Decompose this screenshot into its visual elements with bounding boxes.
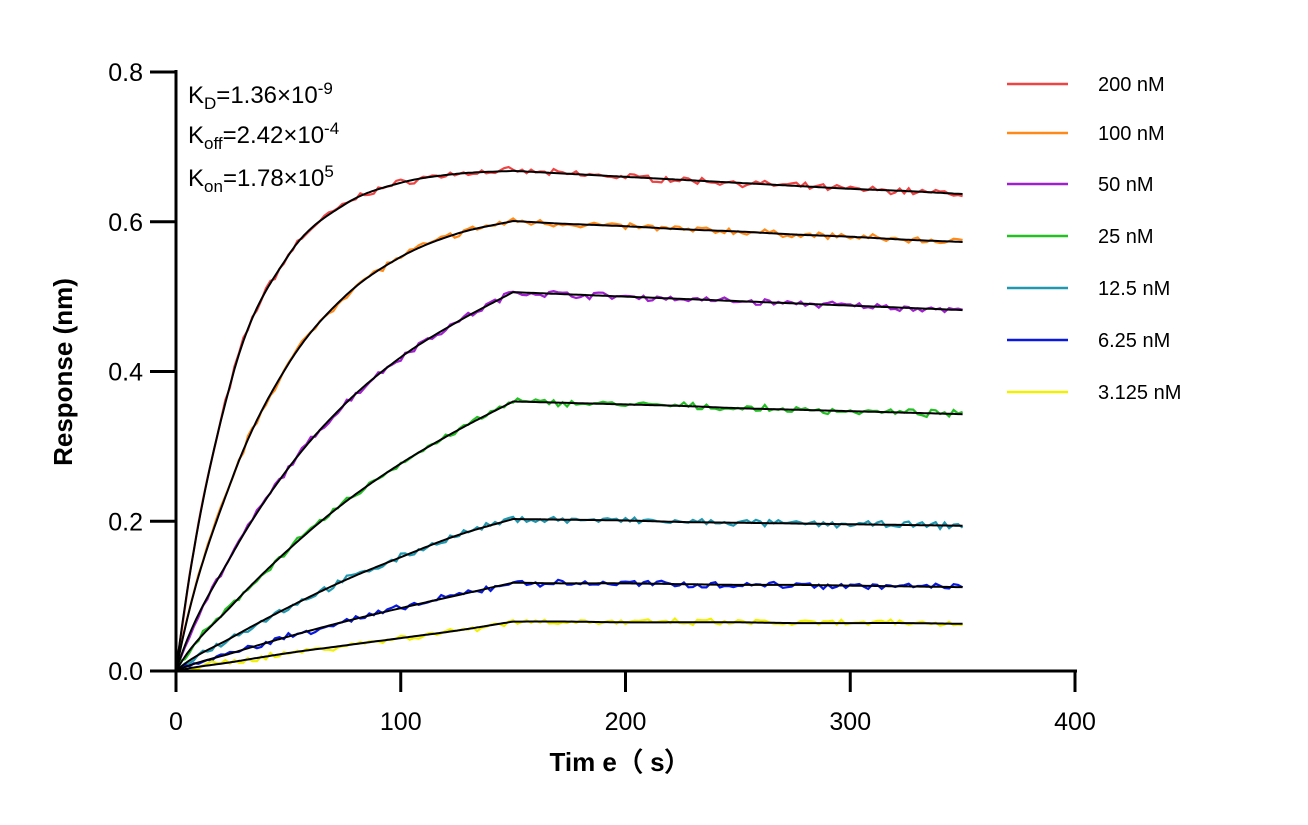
legend-label: 3.125 nM [1098, 382, 1181, 404]
y-tick-label: 0.6 [108, 209, 143, 237]
x-tick-label: 300 [829, 708, 871, 736]
y-tick-label: 0.2 [108, 508, 143, 536]
data-line-50-nM [174, 289, 963, 672]
fit-curves-overlay [175, 169, 963, 672]
x-axis-label: Tim e（ s） [549, 747, 690, 777]
legend: 200 nM 100 nM 50 nM 25 nM 12.5 nM 6.25 nM 3.12… [1007, 74, 1181, 404]
legend-label: 12.5 nM [1098, 278, 1170, 300]
kon-annotation: Kon=1.78×105 [188, 162, 334, 196]
legend-label: 50 nM [1098, 174, 1154, 196]
data-line-200-nM [174, 165, 963, 672]
y-tick-label: 0.0 [108, 658, 143, 686]
fit-line-3-125-nM [175, 620, 963, 672]
x-tick-label: 100 [380, 708, 422, 736]
x-tick-label: 0 [169, 708, 183, 736]
legend-label: 100 nM [1098, 123, 1165, 145]
fit-line-50-nM [175, 291, 963, 672]
kd-annotation: KD=1.36×10-9 [188, 79, 333, 113]
legend-label: 25 nM [1098, 226, 1154, 248]
y-tick-label: 0.4 [108, 359, 143, 387]
data-line-100-nM [174, 217, 963, 672]
fit-line-100-nM [175, 219, 963, 672]
data-line-3-125-nM [175, 617, 963, 673]
fit-line-25-nM [175, 400, 963, 672]
x-tick-label: 400 [1054, 708, 1096, 736]
data-line-25-nM [174, 397, 963, 672]
y-tick-label: 0.8 [108, 59, 143, 87]
koff-annotation: Koff=2.42×10-4 [188, 119, 340, 153]
y-axis-label: Response (nm) [48, 278, 78, 466]
data-curves [174, 165, 964, 673]
fit-line-12-5-nM [175, 518, 963, 672]
x-tick-label: 200 [605, 708, 647, 736]
legend-label: 200 nM [1098, 74, 1165, 96]
fit-line-6-25-nM [175, 581, 963, 672]
data-line-6-25-nM [175, 578, 964, 673]
fit-line-200-nM [175, 169, 963, 672]
legend-label: 6.25 nM [1098, 330, 1170, 352]
data-line-12-5-nM [175, 515, 964, 672]
